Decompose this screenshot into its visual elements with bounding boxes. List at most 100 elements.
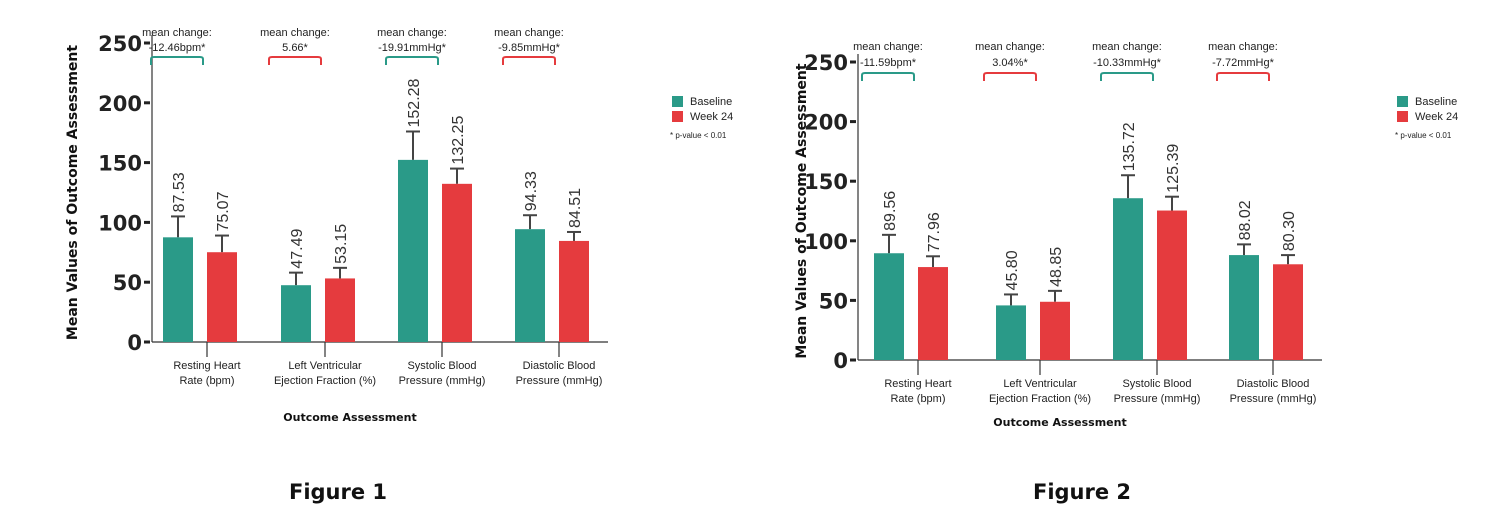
comparison-bracket bbox=[1100, 72, 1154, 81]
category-label: Rate (bpm) bbox=[890, 393, 945, 405]
data-label: 77.96 bbox=[926, 212, 943, 252]
legend-swatch-week24 bbox=[672, 111, 683, 122]
bar-week24 bbox=[325, 278, 355, 342]
category-label: Systolic Blood bbox=[1122, 378, 1191, 390]
data-label: 125.39 bbox=[1165, 144, 1182, 193]
figure-title: Figure 2 bbox=[1033, 480, 1131, 504]
bar-week24 bbox=[1040, 301, 1070, 360]
data-label: 88.02 bbox=[1237, 200, 1254, 240]
y-tick-label: 150 bbox=[804, 170, 848, 194]
legend-swatch-week24 bbox=[1397, 111, 1408, 122]
y-tick-label: 50 bbox=[113, 271, 142, 295]
bar-baseline bbox=[1113, 198, 1143, 360]
legend-label: Week 24 bbox=[1415, 111, 1458, 123]
data-label: 48.85 bbox=[1048, 247, 1065, 287]
y-tick-label: 250 bbox=[98, 32, 142, 56]
category-label: Resting Heart bbox=[884, 378, 951, 390]
y-tick-label: 0 bbox=[833, 349, 848, 373]
category-label: Resting Heart bbox=[173, 360, 240, 372]
mean-change-label: mean change: bbox=[975, 41, 1045, 53]
mean-change-label: mean change: bbox=[1208, 41, 1278, 53]
mean-change-value: -9.85mmHg* bbox=[498, 42, 560, 54]
mean-change-value: 5.66* bbox=[282, 42, 308, 54]
legend-swatch-baseline bbox=[1397, 96, 1408, 107]
bar-week24 bbox=[559, 240, 589, 342]
data-label: 45.80 bbox=[1004, 250, 1021, 290]
category-label: Diastolic Blood bbox=[523, 360, 596, 372]
category-label: Diastolic Blood bbox=[1237, 378, 1310, 390]
category-label: Rate (bpm) bbox=[179, 375, 234, 387]
data-label: 89.56 bbox=[882, 191, 899, 231]
mean-change-value: -11.59bpm* bbox=[860, 57, 917, 69]
category-label: Ejection Fraction (%) bbox=[274, 375, 376, 387]
bar-week24 bbox=[442, 183, 472, 342]
mean-change-value: -10.33mmHg* bbox=[1093, 57, 1162, 69]
bar-week24 bbox=[1273, 264, 1303, 360]
bar-week24 bbox=[207, 252, 237, 342]
bar-baseline bbox=[1229, 255, 1259, 360]
comparison-bracket bbox=[385, 56, 439, 65]
mean-change-value: -12.46bpm* bbox=[149, 42, 207, 54]
legend-note: * p-value < 0.01 bbox=[670, 131, 727, 140]
data-label: 84.51 bbox=[567, 188, 584, 228]
comparison-bracket bbox=[268, 56, 322, 65]
data-label: 47.49 bbox=[289, 228, 306, 268]
category-label: Left Ventricular bbox=[288, 360, 362, 372]
data-label: 132.25 bbox=[450, 116, 467, 165]
mean-change-label: mean change: bbox=[377, 27, 447, 39]
y-tick-label: 50 bbox=[819, 289, 848, 313]
data-label: 75.07 bbox=[215, 191, 232, 231]
y-tick-label: 200 bbox=[804, 111, 848, 135]
bar-week24 bbox=[918, 267, 948, 360]
y-tick-label: 150 bbox=[98, 152, 142, 176]
category-label: Pressure (mmHg) bbox=[399, 375, 486, 387]
y-axis-title: Mean Values of Outcome Assessment bbox=[794, 63, 810, 358]
category-label: Systolic Blood bbox=[407, 360, 476, 372]
y-tick-label: 200 bbox=[98, 92, 142, 116]
legend-label: Baseline bbox=[1415, 96, 1457, 108]
category-label: Pressure (mmHg) bbox=[1114, 393, 1201, 405]
bar-baseline bbox=[398, 159, 428, 342]
y-tick-label: 100 bbox=[804, 230, 848, 254]
data-label: 80.30 bbox=[1281, 211, 1298, 251]
comparison-bracket bbox=[1216, 72, 1270, 81]
y-tick-label: 250 bbox=[804, 51, 848, 75]
mean-change-value: -7.72mmHg* bbox=[1212, 57, 1274, 69]
legend-label: Week 24 bbox=[690, 111, 733, 123]
data-label: 152.28 bbox=[406, 78, 423, 127]
comparison-bracket bbox=[983, 72, 1037, 81]
mean-change-value: 3.04%* bbox=[992, 57, 1028, 69]
data-label: 94.33 bbox=[523, 171, 540, 211]
x-axis-title: Outcome Assessment bbox=[283, 411, 416, 424]
mean-change-value: -19.91mmHg* bbox=[378, 42, 447, 54]
comparison-bracket bbox=[150, 56, 204, 65]
mean-change-label: mean change: bbox=[1092, 41, 1162, 53]
bar-baseline bbox=[996, 305, 1026, 360]
comparison-bracket bbox=[502, 56, 556, 65]
legend-swatch-baseline bbox=[672, 96, 683, 107]
data-label: 53.15 bbox=[333, 224, 350, 264]
mean-change-label: mean change: bbox=[260, 27, 330, 39]
bar-baseline bbox=[515, 229, 545, 342]
bar-baseline bbox=[163, 237, 193, 342]
legend-label: Baseline bbox=[690, 96, 732, 108]
y-axis-title: Mean Values of Outcome Assessment bbox=[65, 45, 81, 340]
x-axis-title: Outcome Assessment bbox=[993, 416, 1126, 429]
y-tick-label: 0 bbox=[127, 331, 142, 355]
y-tick-label: 100 bbox=[98, 211, 142, 235]
figure-title: Figure 1 bbox=[289, 480, 387, 504]
category-label: Left Ventricular bbox=[1003, 378, 1077, 390]
category-label: Pressure (mmHg) bbox=[516, 375, 603, 387]
mean-change-label: mean change: bbox=[853, 41, 923, 53]
figure-1: 0 50 100 150 200 250 Mean Values of Outcome As… bbox=[65, 27, 733, 504]
mean-change-label: mean change: bbox=[142, 27, 212, 39]
comparison-bracket bbox=[861, 72, 915, 81]
category-label: Pressure (mmHg) bbox=[1230, 393, 1317, 405]
bar-baseline bbox=[281, 285, 311, 342]
legend-note: * p-value < 0.01 bbox=[1395, 131, 1452, 140]
category-label: Ejection Fraction (%) bbox=[989, 393, 1091, 405]
mean-change-label: mean change: bbox=[494, 27, 564, 39]
bar-week24 bbox=[1157, 210, 1187, 360]
